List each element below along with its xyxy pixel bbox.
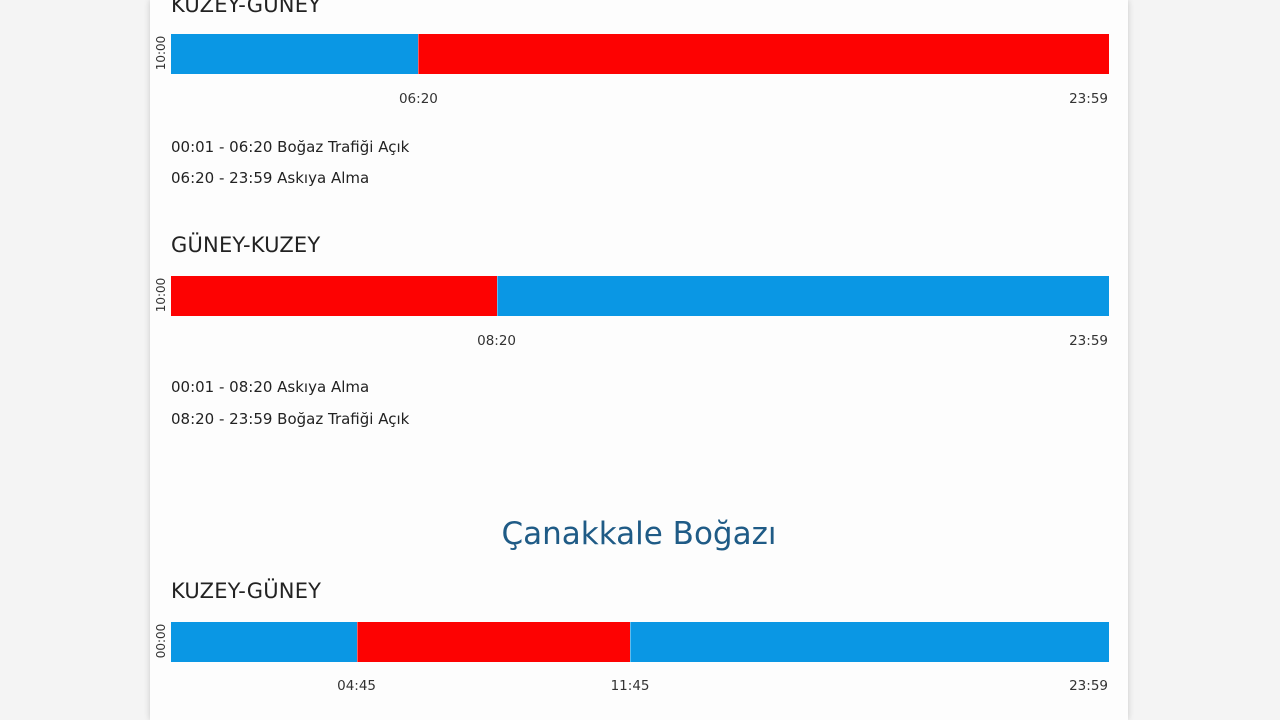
timeline-bar	[171, 622, 1109, 662]
schedule-line: 06:20 - 23:59 Askıya Alma	[171, 169, 370, 187]
timeline-bar	[171, 276, 1109, 316]
timeline-ticks: 06:20 23:59	[150, 91, 1128, 109]
direction-title: KUZEY-GÜNEY	[171, 579, 322, 603]
timeline-segment-suspended	[171, 276, 497, 316]
bar-start-label: 10:00	[154, 277, 168, 313]
timeline-segment-open	[171, 622, 357, 662]
tick-label: 23:59	[1069, 91, 1108, 107]
tick-label: 04:45	[337, 678, 377, 694]
traffic-schedule-card: KUZEY-GÜNEY 10:00 06:20 23:59 00:01 - 06:…	[150, 0, 1128, 720]
tick-label: 06:20	[398, 91, 438, 107]
timeline-bar	[171, 34, 1109, 74]
direction-title: KUZEY-GÜNEY	[171, 0, 322, 17]
tick-label: 23:59	[1069, 333, 1108, 349]
timeline-ticks: 08:20 23:59	[150, 333, 1128, 351]
timeline-segment-open	[630, 622, 1109, 662]
timeline-segment-open	[496, 276, 1109, 316]
schedule-line: 00:01 - 06:20 Boğaz Trafiği Açık	[171, 138, 410, 156]
timeline-segment-suspended	[418, 34, 1109, 74]
schedule-line: 08:20 - 23:59 Boğaz Trafiği Açık	[171, 410, 410, 428]
bar-start-label: 10:00	[154, 35, 168, 71]
schedule-line: 00:01 - 08:20 Askıya Alma	[171, 378, 370, 396]
timeline-segment-suspended	[356, 622, 632, 662]
direction-title: GÜNEY-KUZEY	[171, 233, 321, 257]
timeline-segment-open	[171, 34, 419, 74]
strait-title: Çanakkale Boğazı	[501, 516, 777, 552]
tick-label: 23:59	[1069, 678, 1108, 694]
tick-label: 08:20	[477, 333, 517, 349]
timeline-ticks: 04:45 11:45 23:59	[150, 678, 1128, 696]
bar-start-label: 00:00	[154, 623, 168, 659]
tick-label: 11:45	[610, 678, 650, 694]
